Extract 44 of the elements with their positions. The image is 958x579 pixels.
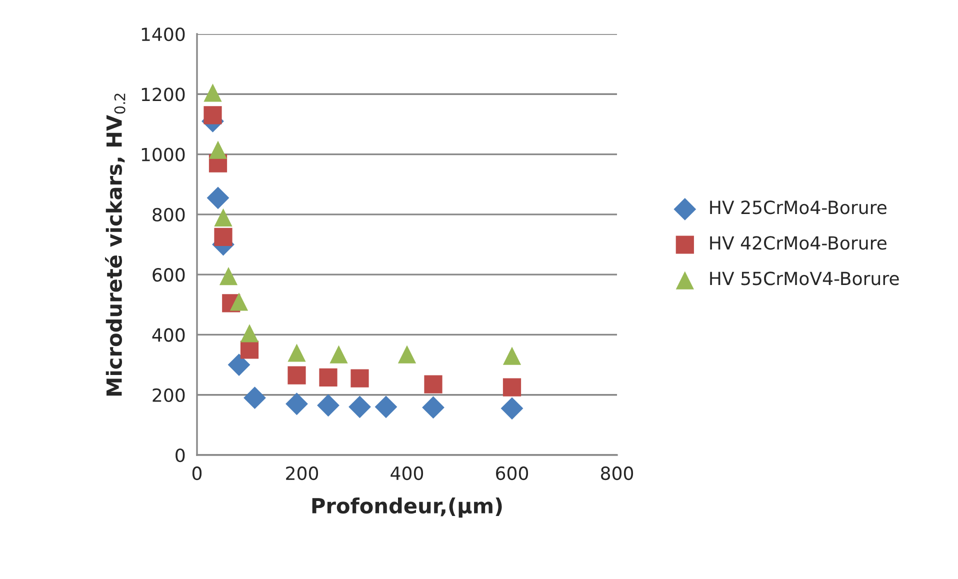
- point: [288, 366, 306, 384]
- x-tick-label: 400: [390, 466, 424, 480]
- x-tick-label: 200: [286, 466, 318, 480]
- legend-label: HV 55CrMoV4-Borure: [710, 272, 899, 286]
- point: [214, 208, 232, 226]
- legend-label: HV 25CrMo4-Borure: [710, 200, 886, 214]
- y-tick-label: 1000: [142, 148, 185, 162]
- point: [206, 186, 230, 210]
- point: [208, 140, 228, 159]
- point: [244, 386, 266, 410]
- point: [422, 396, 444, 419]
- point: [204, 84, 222, 102]
- point: [214, 228, 232, 246]
- legend-label: HV 42CrMo4-Borure: [710, 236, 886, 250]
- point: [204, 106, 222, 124]
- y-tick-label: 400: [152, 328, 185, 342]
- x-tick-label: 800: [600, 466, 634, 480]
- y-tick-label: 1200: [142, 88, 185, 102]
- point: [424, 375, 442, 394]
- y-tick-label: 200: [152, 388, 185, 402]
- point: [319, 368, 338, 386]
- point: [219, 267, 238, 286]
- point: [500, 397, 524, 420]
- x-tick-label: 0: [192, 466, 202, 480]
- point: [230, 292, 248, 311]
- point: [330, 345, 348, 364]
- y-axis-title: Microdureté vickars, HV$_{0.2}$: [105, 94, 126, 396]
- point: [228, 354, 250, 376]
- point: [350, 369, 369, 388]
- y-tick-label: 800: [152, 208, 185, 222]
- y-tick-label: 1400: [142, 27, 185, 42]
- point: [240, 324, 259, 342]
- point: [286, 392, 308, 416]
- point: [374, 396, 398, 418]
- point: [348, 396, 371, 418]
- point: [288, 344, 306, 362]
- x-tick-label: 600: [496, 466, 528, 480]
- point: [502, 346, 522, 365]
- point: [317, 394, 340, 417]
- x-axis-title: Profondeur,(µm): [312, 497, 502, 518]
- point: [398, 345, 416, 364]
- point: [502, 378, 522, 396]
- y-tick-label: 0: [176, 448, 185, 462]
- y-tick-label: 600: [152, 268, 185, 282]
